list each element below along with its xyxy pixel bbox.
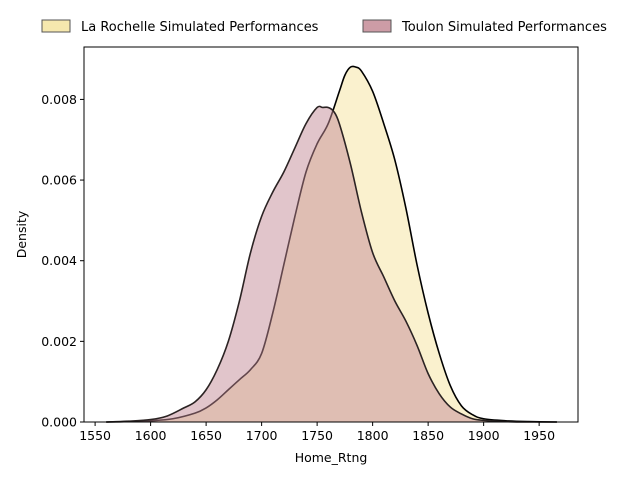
x-tick-label: 1600 [135, 428, 167, 443]
chart-legend: La Rochelle Simulated Performances Toulon… [41, 19, 607, 35]
y-tick-label: 0.004 [41, 253, 77, 268]
density-series-2 [106, 105, 557, 423]
x-axis: 1550 1600 1650 1700 1750 1800 1850 1900 1950 [79, 422, 555, 443]
x-tick-label: 1850 [412, 428, 444, 443]
y-axis-label: Density [14, 210, 29, 258]
x-axis-label: Home_Rtng [295, 450, 368, 465]
plot-frame [83, 46, 579, 423]
legend-label: La Rochelle Simulated Performances [81, 20, 319, 35]
legend-label: Toulon Simulated Performances [401, 20, 607, 35]
legend-swatch [41, 19, 71, 33]
x-tick-label: 1750 [301, 428, 333, 443]
x-tick-label: 1700 [246, 428, 278, 443]
y-tick-label: 0.008 [41, 92, 77, 107]
y-tick-label: 0.002 [41, 334, 77, 349]
x-tick-label: 1650 [190, 428, 222, 443]
x-tick-label: 1800 [357, 428, 389, 443]
legend-entry-2: Toulon Simulated Performances [362, 19, 607, 35]
x-tick-label: 1900 [468, 428, 500, 443]
legend-swatch [362, 19, 392, 33]
x-tick-label: 1950 [523, 428, 555, 443]
y-tick-label: 0.006 [41, 173, 77, 188]
density-fill-2 [106, 106, 557, 423]
x-tick-label: 1550 [79, 428, 111, 443]
y-tick-label: 0.000 [41, 415, 77, 430]
legend-entry-1: La Rochelle Simulated Performances [41, 19, 319, 35]
density-areas [106, 65, 557, 423]
density-line-2 [106, 105, 557, 423]
y-axis: 0.000 0.002 0.004 0.006 0.008 [41, 92, 84, 430]
